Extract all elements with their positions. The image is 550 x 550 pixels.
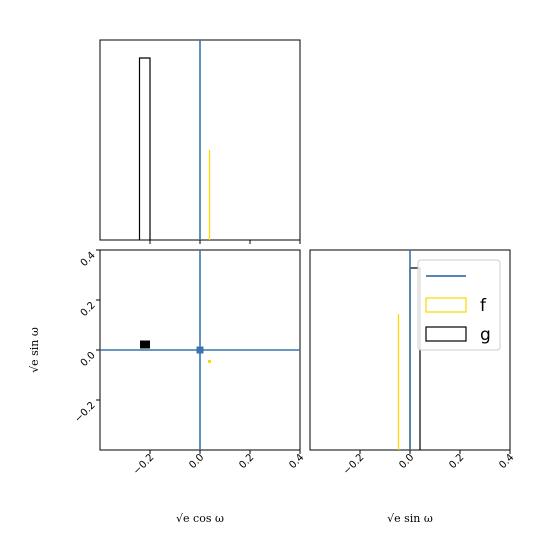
joint-x-tick-label: 0.2 bbox=[237, 452, 256, 471]
joint-y-tick-label: 0.4 bbox=[79, 250, 98, 269]
right-x-axis-title: √e sin ω bbox=[387, 512, 433, 525]
density-patch-f-0 bbox=[208, 360, 211, 363]
joint-y-tick-label: 0.2 bbox=[79, 300, 98, 319]
legend-label-g: g bbox=[480, 325, 491, 345]
right-x-tick-label: −0.2 bbox=[341, 452, 366, 477]
joint-x-tick-label: 0.0 bbox=[187, 452, 206, 471]
legend-swatch-f bbox=[425, 297, 467, 313]
x-axis-title: √e cos ω bbox=[176, 512, 224, 525]
joint-x-tick-label: 0.4 bbox=[287, 452, 306, 471]
joint-y-tick-label: 0.0 bbox=[79, 350, 98, 369]
right-x-tick-label: 0.0 bbox=[397, 452, 416, 471]
y-axis-title: √e sin ω bbox=[28, 327, 41, 373]
hist-x-bar-g bbox=[138, 57, 151, 240]
density-patch-g-0 bbox=[140, 340, 150, 349]
joint-x-tick-label: −0.2 bbox=[131, 452, 156, 477]
legend-label-f: f bbox=[480, 296, 487, 316]
right-x-tick-label: 0.4 bbox=[497, 452, 516, 471]
legend-swatch-g bbox=[425, 326, 467, 342]
joint-y-tick-label: −0.2 bbox=[73, 400, 98, 425]
right-x-tick-label: 0.2 bbox=[447, 452, 466, 471]
